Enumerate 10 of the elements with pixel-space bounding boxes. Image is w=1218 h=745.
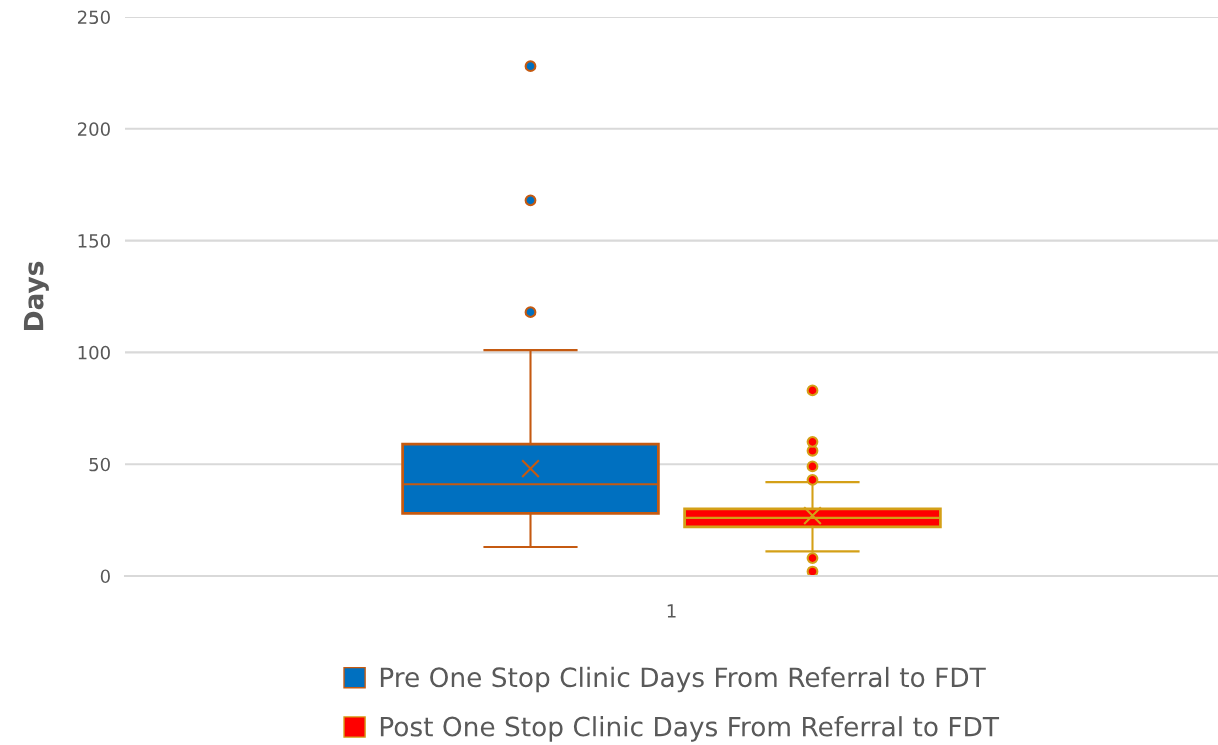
y-axis-title: Days (23, 261, 49, 330)
y-tick-label: 200 (77, 122, 110, 136)
legend-label: Pre One Stop Clinic Days From Referral to FDT (380, 666, 986, 693)
x-tick-label: 1 (667, 604, 676, 618)
y-tick-label: 50 (89, 457, 110, 472)
y-tick-label: 150 (78, 234, 110, 248)
legend-label: Post One Stop Clinic Days From Referral to FDT (380, 716, 1000, 742)
y-tick-label: 0 (100, 569, 110, 584)
y-tick-label: 250 (77, 10, 110, 25)
y-tick-label: 100 (78, 345, 110, 360)
